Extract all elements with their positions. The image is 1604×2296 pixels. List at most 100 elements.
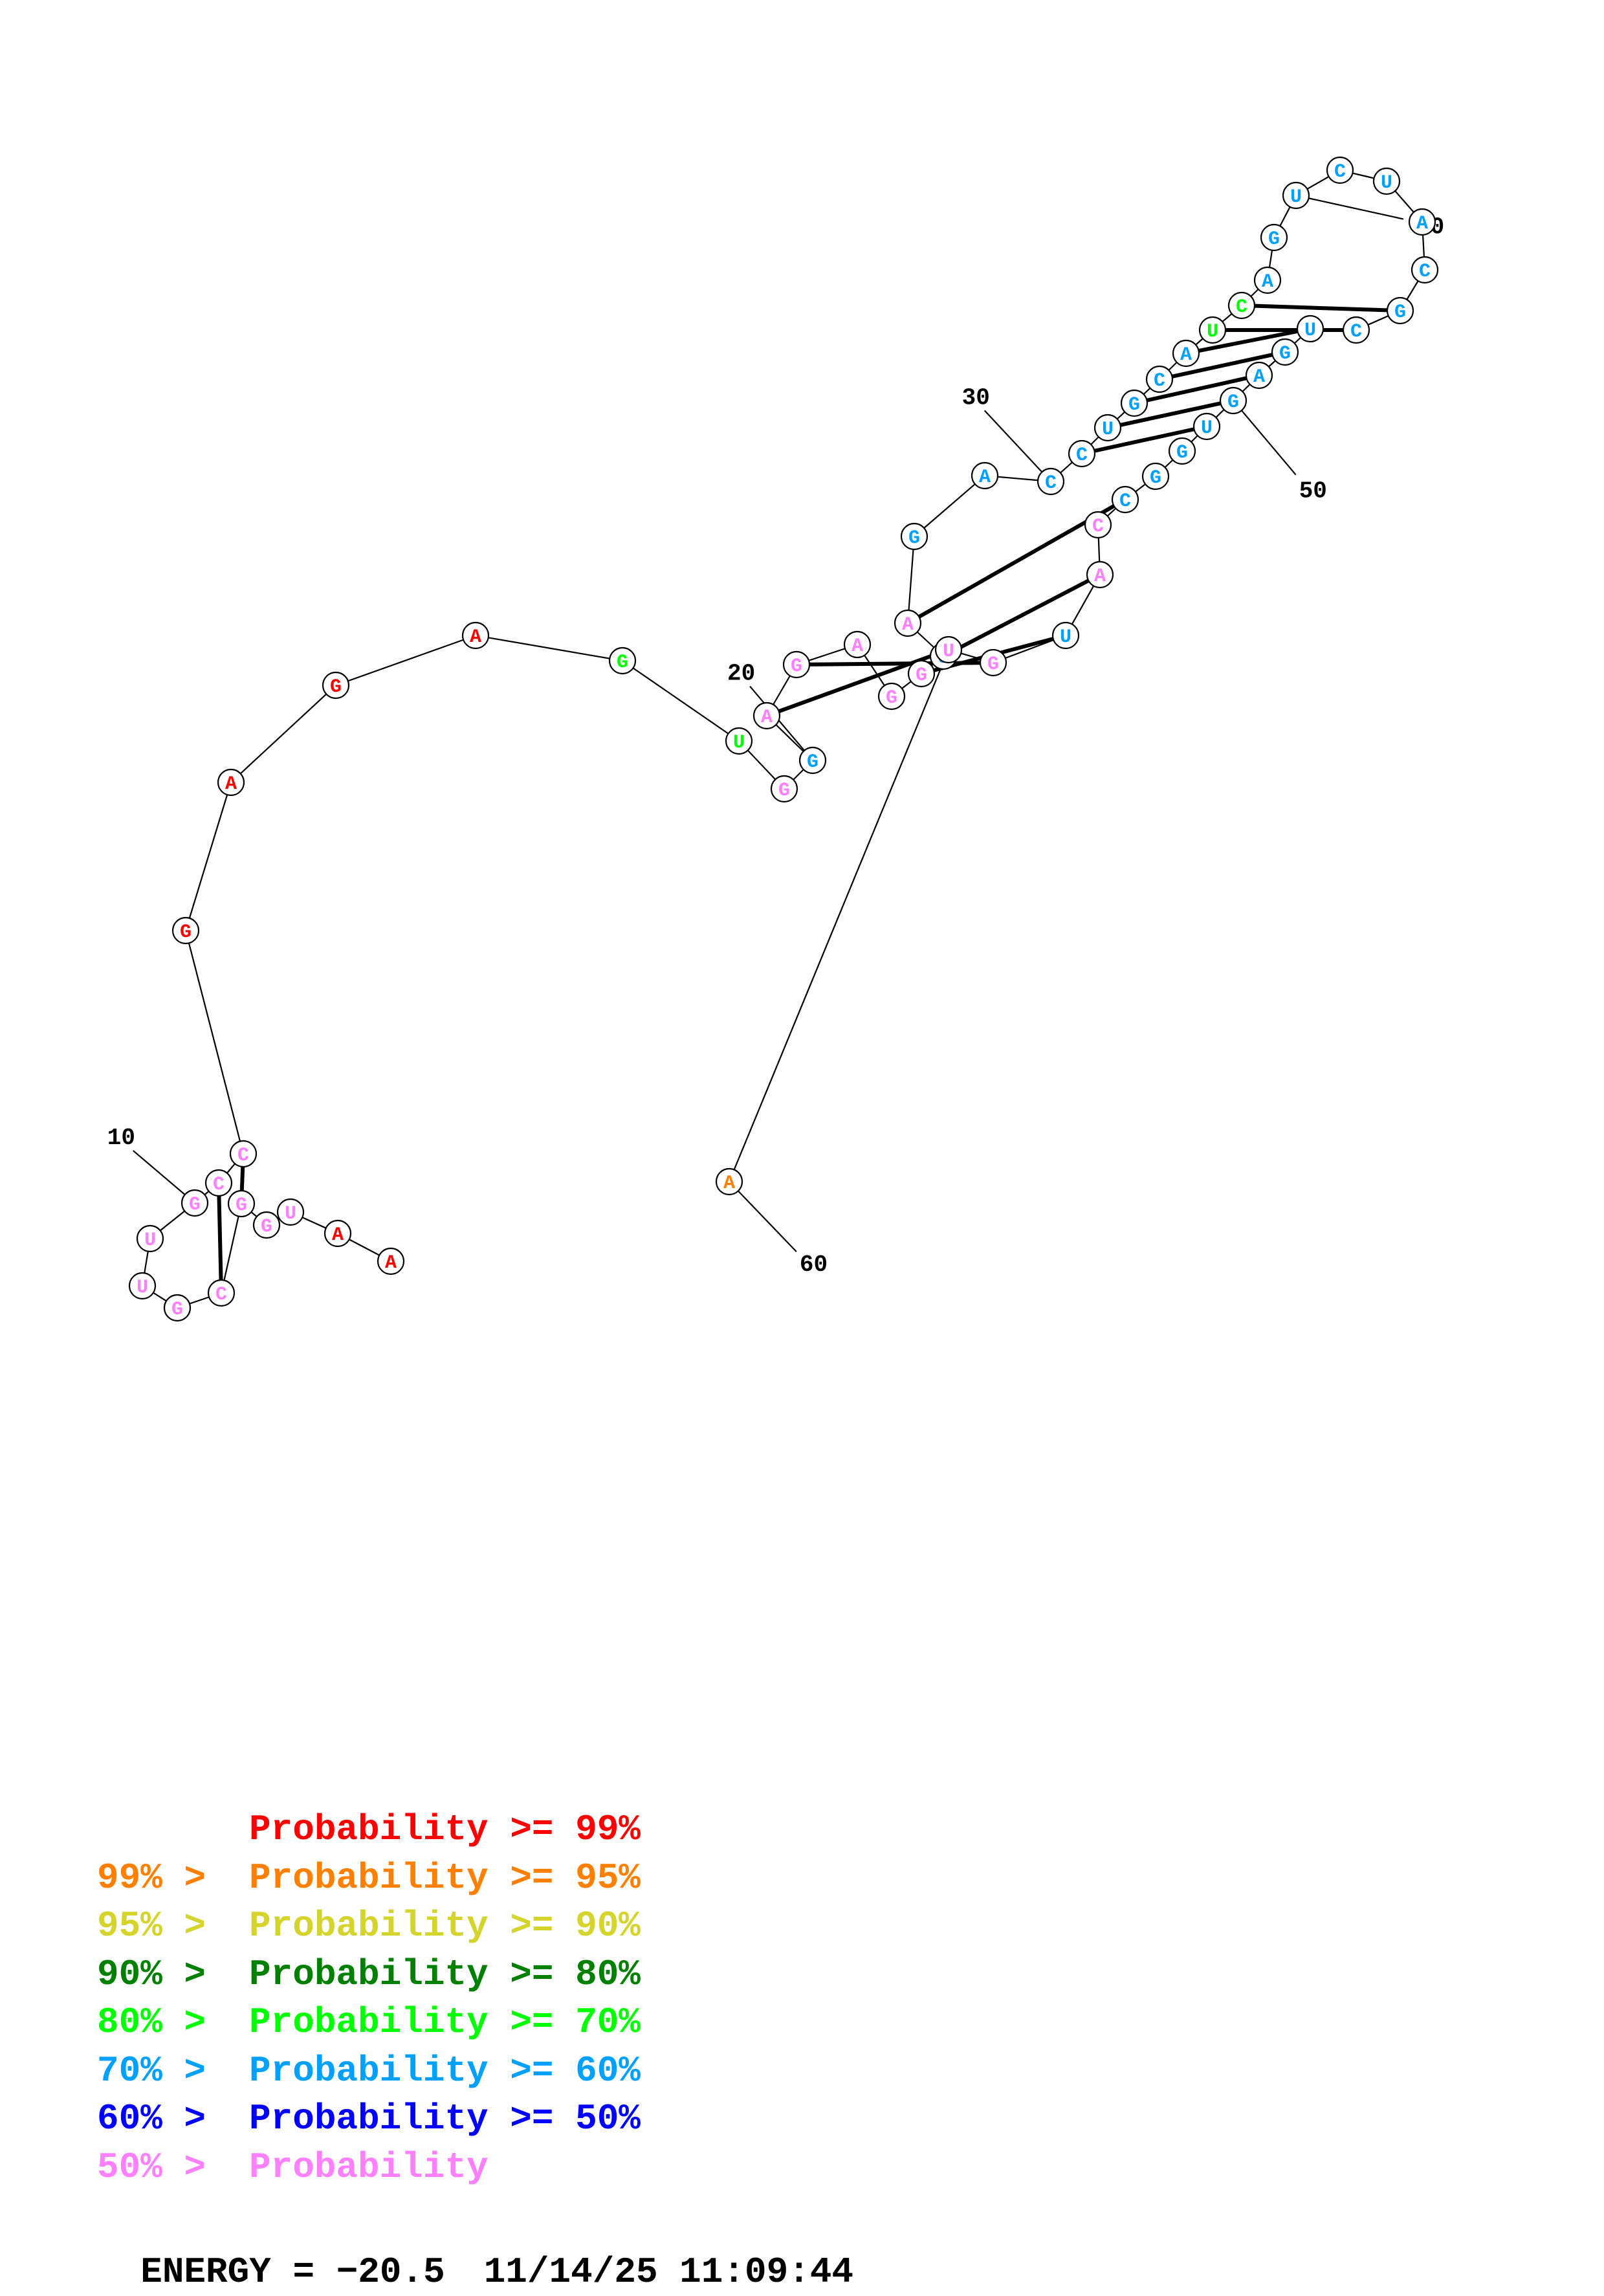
nucleotide-circle: [217, 768, 245, 797]
base-pair-bond: [239, 1166, 245, 1191]
nucleotide-letter: C: [1119, 491, 1131, 513]
nucleotide-circle: [377, 1247, 405, 1275]
position-label: 20: [727, 661, 755, 687]
nucleotide: G: [1120, 389, 1148, 417]
footer: ENERGY = −20.5 11/14/25 11:09:44: [97, 2200, 853, 2296]
nucleotide-letter: A: [1416, 213, 1428, 235]
legend-rhs: Probability >= 70%: [249, 2002, 641, 2043]
nucleotide-letter: U: [1102, 419, 1114, 441]
base-pair-bond: [217, 1195, 223, 1281]
nucleotide-letter: C: [1076, 445, 1088, 467]
nucleotide: C: [229, 1140, 258, 1168]
nucleotide-letter: G: [617, 652, 628, 674]
nucleotide-letter: G: [1176, 442, 1188, 464]
nucleotide-letter: G: [1128, 394, 1140, 416]
base-pair-layer: [217, 304, 1388, 1281]
nucleotide-circle: [725, 727, 753, 755]
position-tick-layer: 102030405060: [107, 194, 1444, 1278]
base-pair-bond: [954, 579, 1090, 652]
nucleotide: C: [1084, 511, 1112, 539]
position-tick: [1295, 194, 1404, 220]
backbone-segment: [230, 685, 336, 783]
nucleotide: U: [1051, 621, 1080, 650]
nucleotide-circle: [1168, 437, 1196, 465]
nucleotide-letter: G: [807, 751, 818, 773]
nucleotide-circle: [894, 609, 922, 637]
nucleotide-letter: G: [261, 1216, 272, 1238]
legend-rhs: Probability >= 50%: [249, 2098, 641, 2139]
nucleotide-circle: [1260, 223, 1288, 252]
nucleotide: A: [1086, 560, 1114, 589]
backbone-segment: [622, 660, 740, 742]
nucleotide-letter: G: [189, 1194, 201, 1216]
nucleotide-letter: G: [1394, 302, 1406, 324]
nucleotide: U: [1192, 412, 1221, 441]
nucleotide: C: [1227, 291, 1256, 320]
nucleotide: A: [461, 621, 490, 650]
nucleotide-letter: A: [902, 614, 914, 636]
backbone-segment: [335, 634, 476, 687]
nucleotide-circle: [1172, 339, 1200, 368]
nucleotide: C: [204, 1169, 233, 1197]
nucleotide-circle: [1037, 467, 1065, 496]
nucleotide: A: [715, 1167, 743, 1196]
nucleotide: U: [1372, 167, 1401, 195]
nucleotide-circle: [1408, 208, 1436, 236]
nucleotide-letter: U: [1207, 321, 1218, 343]
nucleotide-letter: A: [1094, 566, 1106, 588]
nucleotide-letter: A: [1180, 344, 1192, 366]
legend-rhs: Probability >= 99%: [249, 1809, 641, 1850]
nucleotide-circle: [1245, 361, 1273, 390]
base-pair-bond: [917, 504, 1115, 619]
nucleotide: G: [608, 646, 637, 675]
nucleotide-letter: G: [987, 654, 999, 676]
nucleotide-letter: C: [213, 1174, 225, 1196]
nucleotide-letter: G: [778, 780, 790, 802]
nucleotide-circle: [1326, 156, 1354, 184]
nucleotide-circle: [1068, 439, 1096, 468]
nucleotide-circle: [1342, 316, 1370, 344]
nucleotide: C: [1342, 316, 1370, 344]
nucleotide-letter: C: [215, 1284, 227, 1306]
legend-lhs: 50% >: [97, 2146, 206, 2188]
nucleotide: A: [1408, 208, 1436, 236]
nucleotide-circle: [843, 630, 872, 659]
nucleotide-letter: U: [1381, 172, 1392, 194]
nucleotide-letter: A: [225, 773, 237, 795]
nucleotide-circle: [1111, 485, 1139, 514]
nucleotide: U: [1093, 414, 1122, 442]
nucleotide-circle: [171, 916, 200, 945]
nucleotide: G: [798, 746, 827, 775]
nucleotide: U: [128, 1272, 157, 1300]
nucleotide: G: [782, 650, 811, 679]
nucleotide-circle: [1141, 462, 1170, 491]
base-pair-bond: [1146, 376, 1247, 403]
nucleotide: G: [770, 775, 798, 803]
nucleotide-letter: G: [180, 922, 192, 944]
nucleotide-letter: U: [733, 732, 745, 754]
nucleotide-circle: [1145, 365, 1174, 393]
nucleotide-letter: A: [385, 1252, 397, 1274]
nucleotide: G: [322, 671, 350, 700]
legend-rhs: Probability >= 95%: [249, 1857, 641, 1899]
nucleotide-circle: [128, 1272, 157, 1300]
nucleotide-circle: [1411, 256, 1439, 284]
nucleotide-letter: U: [285, 1203, 296, 1225]
backbone-segment: [184, 782, 232, 931]
nucleotide-letter: C: [1350, 321, 1362, 343]
nucleotide-letter: G: [1227, 392, 1239, 414]
backbone-segment: [906, 536, 916, 624]
nucleotide-circle: [1372, 167, 1401, 195]
nucleotide-circle: [753, 701, 781, 730]
nucleotide-circle: [907, 659, 936, 688]
position-tick: [983, 410, 1051, 482]
nucleotide-circle: [715, 1167, 743, 1196]
nucleotide: C: [1326, 156, 1354, 184]
nucleotide: A: [971, 461, 999, 490]
position-tick: [749, 685, 813, 761]
nucleotide: G: [979, 648, 1007, 677]
nucleotide-letter: A: [332, 1224, 344, 1246]
nucleotide: G: [163, 1294, 192, 1322]
position-label: 50: [1299, 478, 1327, 505]
nucleotide: U: [1296, 315, 1324, 343]
